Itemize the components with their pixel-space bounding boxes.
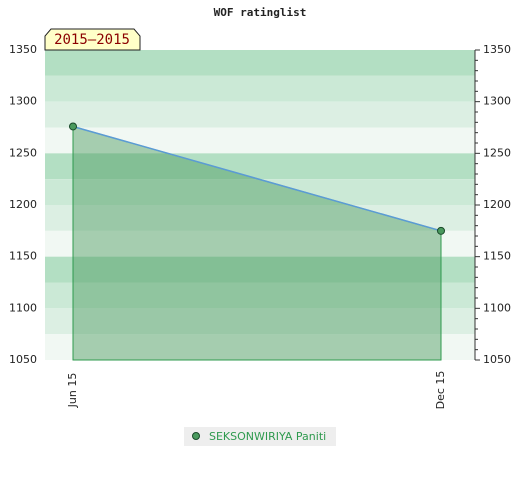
x-tick-label: Jun 15 — [66, 373, 79, 409]
band — [45, 50, 475, 76]
line — [72, 125, 442, 232]
band — [45, 101, 475, 128]
legend-label: SEKSONWIRIYA Paniti — [209, 430, 326, 443]
legend-marker — [192, 432, 200, 440]
chart-title: WOF ratinglist — [214, 6, 307, 19]
band — [45, 308, 475, 335]
y-tick-label: 1200 — [9, 198, 37, 211]
band — [45, 205, 475, 231]
y2-tick-label: 1050 — [483, 353, 511, 366]
y2-tick-label: 1300 — [483, 95, 511, 108]
y2-tick-label: 1250 — [483, 146, 511, 159]
band — [45, 179, 475, 205]
y2-tick-label: 1350 — [483, 43, 511, 56]
y-tick-label: 1300 — [9, 95, 37, 108]
plot-area — [45, 50, 475, 360]
point — [69, 122, 77, 131]
band — [45, 75, 475, 102]
band — [45, 256, 475, 283]
annotation: 2015–2015 — [54, 32, 130, 48]
band — [45, 334, 475, 360]
point — [437, 226, 445, 235]
y-tick-label: 1150 — [9, 250, 37, 263]
y2-tick-label: 1150 — [483, 250, 511, 263]
y2-tick-label: 1100 — [483, 301, 511, 314]
band — [45, 282, 475, 309]
y-tick-label: 1250 — [9, 146, 37, 159]
x-tick-label: Dec 15 — [434, 371, 447, 410]
band — [45, 127, 475, 154]
y-tick-label: 1100 — [9, 301, 37, 314]
band — [45, 153, 475, 180]
y-tick-label: 1050 — [9, 353, 37, 366]
y-tick-label: 1350 — [9, 43, 37, 56]
legend-box — [184, 427, 336, 446]
band — [45, 230, 475, 257]
annotation-box — [44, 28, 141, 51]
y2-tick-label: 1200 — [483, 198, 511, 211]
